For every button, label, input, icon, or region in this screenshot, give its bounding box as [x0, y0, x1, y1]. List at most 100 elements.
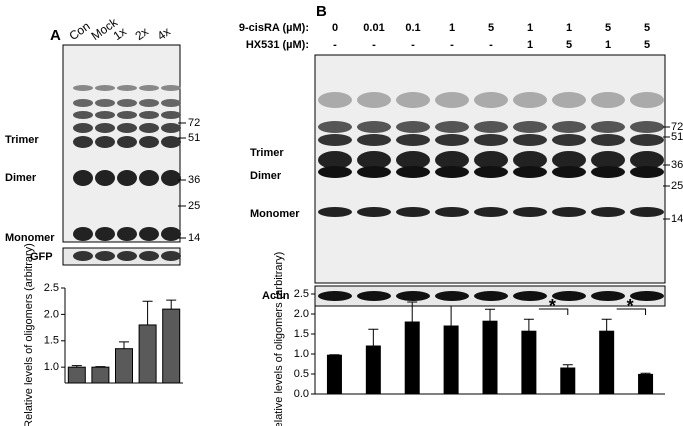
band	[95, 251, 115, 261]
band	[357, 134, 391, 146]
lane-label: 0.1	[405, 22, 420, 34]
bar	[638, 373, 654, 395]
band	[117, 136, 137, 148]
band	[73, 136, 93, 148]
band	[161, 136, 181, 148]
lane-label: 5	[644, 22, 650, 34]
band	[139, 170, 159, 186]
band	[435, 207, 469, 217]
marker-label: 51	[671, 131, 683, 143]
band	[552, 121, 586, 133]
band	[139, 111, 159, 119]
row-label: HX531 (µM):	[246, 39, 309, 51]
band	[591, 166, 625, 178]
bar	[560, 367, 576, 395]
marker-label: 25	[188, 200, 200, 212]
lane-label: -	[333, 39, 337, 51]
band	[161, 99, 181, 107]
band	[630, 121, 664, 133]
band	[117, 85, 137, 91]
band	[435, 121, 469, 133]
lane-label: 0.01	[363, 22, 384, 34]
bar	[67, 366, 86, 384]
y-tick-label: 2.0	[294, 308, 309, 320]
lane-label: 0	[332, 22, 338, 34]
band	[630, 166, 664, 178]
band	[139, 85, 159, 91]
band	[513, 134, 547, 146]
band	[513, 121, 547, 133]
band	[396, 134, 430, 146]
band-label: Dimer	[250, 170, 282, 182]
band	[357, 291, 391, 301]
band	[396, 291, 430, 301]
band	[474, 207, 508, 217]
band	[591, 151, 625, 169]
row-label: 9-cisRA (µM):	[239, 22, 309, 34]
band	[139, 227, 159, 241]
band-label: Trimer	[250, 147, 284, 159]
band	[117, 227, 137, 241]
band	[513, 207, 547, 217]
panel-letter: A	[50, 27, 61, 44]
error-bar	[485, 308, 495, 322]
error-bar	[142, 300, 153, 325]
lane-label: -	[489, 39, 493, 51]
error-bar	[368, 328, 379, 346]
error-bar	[166, 299, 177, 310]
band	[318, 92, 352, 108]
band	[117, 111, 137, 119]
band	[396, 121, 430, 133]
band	[513, 151, 547, 169]
band	[139, 136, 159, 148]
band	[513, 291, 547, 301]
band-label: Monomer	[250, 208, 300, 220]
marker-label: 72	[671, 121, 683, 133]
band	[161, 170, 181, 186]
error-bar	[407, 301, 418, 322]
error-bar	[523, 318, 534, 332]
band	[435, 151, 469, 169]
band	[474, 291, 508, 301]
lane-label: -	[411, 39, 415, 51]
band	[357, 92, 391, 108]
band	[318, 134, 352, 146]
error-bar	[95, 366, 106, 368]
band	[552, 207, 586, 217]
band	[117, 99, 137, 107]
band	[474, 92, 508, 108]
band	[161, 227, 181, 241]
band	[630, 291, 664, 301]
band	[161, 85, 181, 91]
band	[474, 151, 508, 169]
band	[357, 121, 391, 133]
error-bar	[562, 364, 573, 368]
error-bar	[119, 341, 129, 349]
band	[552, 291, 586, 301]
band	[73, 170, 93, 186]
error-bar	[446, 305, 457, 326]
error-bar	[71, 365, 82, 368]
band	[117, 170, 137, 186]
band	[139, 251, 159, 261]
band	[357, 207, 391, 217]
band	[591, 207, 625, 217]
bar	[482, 320, 498, 395]
band	[318, 121, 352, 133]
lane-label: 1	[566, 22, 572, 34]
marker-label: 36	[671, 159, 683, 171]
y-tick-label: 2.0	[44, 308, 59, 320]
marker-label: 25	[671, 180, 683, 192]
lane-label: 5	[488, 22, 494, 34]
band	[552, 151, 586, 169]
band	[396, 207, 430, 217]
lane-label: 1	[605, 39, 611, 51]
band-label: Dimer	[5, 172, 37, 184]
band	[435, 166, 469, 178]
band	[95, 123, 115, 133]
band-label: Actin	[262, 290, 290, 302]
band	[318, 151, 352, 169]
bar	[599, 330, 615, 395]
y-axis-label: Relative levels of oligomers (arbitrary)	[23, 243, 35, 426]
band-label: Trimer	[5, 134, 39, 146]
